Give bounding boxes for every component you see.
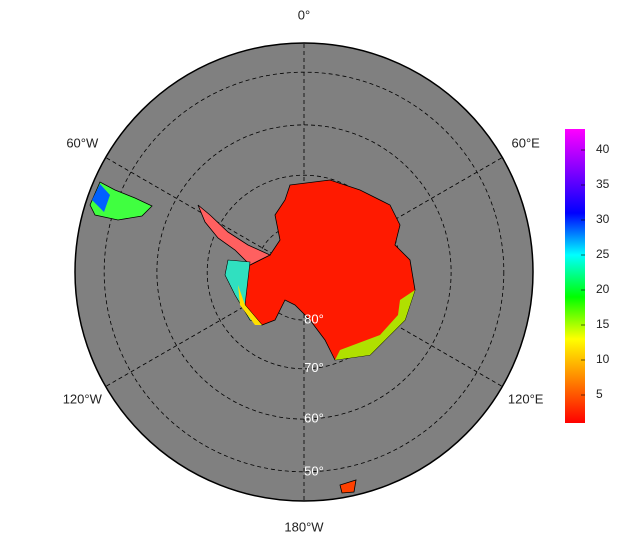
meridian-label: 60°E	[512, 135, 541, 150]
parallel-label: 80°	[304, 311, 324, 326]
south-america-west	[92, 184, 110, 212]
colorbar-tick-label: 20	[596, 282, 610, 296]
colorbar-tick-label: 40	[596, 142, 610, 156]
colorbar-tick-label: 5	[596, 387, 603, 401]
meridian-line	[95, 151, 305, 273]
colorbar-tick-label: 30	[596, 212, 610, 226]
meridian-label: 0°	[298, 7, 310, 22]
land	[89, 179, 416, 494]
colorbar-tick-label: 35	[596, 177, 610, 191]
colorbar: 5 10 15 20 25 30 35 40	[565, 129, 610, 423]
parallel-label: 50°	[304, 463, 324, 478]
peninsula-edge	[238, 285, 262, 325]
colorbar-scale	[565, 129, 585, 423]
parallel-line	[156, 124, 452, 420]
graticule-labels: 80° 70° 60° 50° 0° 60°E 120°E 180°W 120°W 60°W	[63, 7, 544, 534]
parallel-label: 60°	[304, 411, 324, 426]
meridian-line	[303, 151, 513, 273]
parallel-label: 70°	[304, 360, 324, 375]
island	[339, 479, 357, 494]
meridian-line	[95, 271, 305, 393]
meridian-label: 120°W	[63, 391, 103, 406]
colorbar-tick-label: 10	[596, 352, 610, 366]
meridian-label: 180°W	[284, 519, 324, 534]
meridian-label: 60°W	[66, 135, 99, 150]
peninsula	[197, 204, 271, 266]
colorbar-tick-label: 25	[596, 247, 610, 261]
coast-band	[335, 290, 415, 360]
meridian-line	[303, 271, 513, 393]
meridian-label: 120°E	[508, 391, 544, 406]
colorbar-tick-label: 15	[596, 317, 610, 331]
